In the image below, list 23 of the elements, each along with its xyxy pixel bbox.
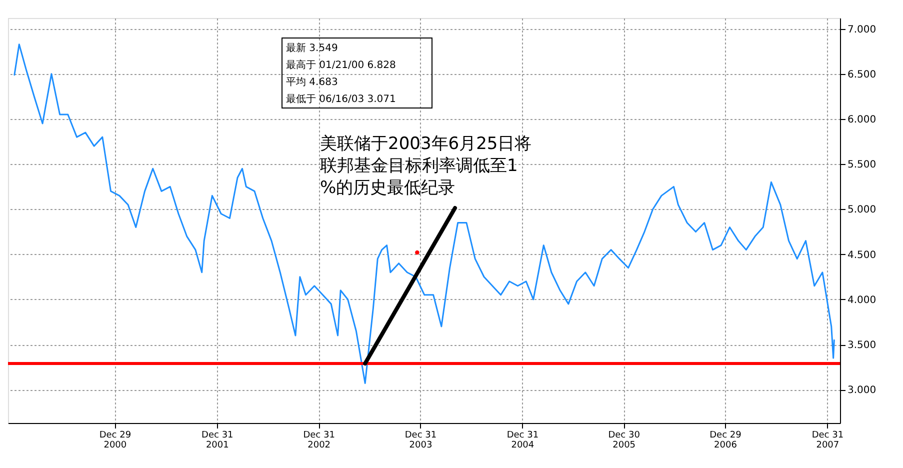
y-tick-label: 4.500	[848, 250, 876, 261]
annotation: 最低于 06/16/03 3.071	[286, 94, 396, 105]
y-tick-label: 7.000	[848, 24, 876, 36]
y-tick-label: 5.000	[848, 204, 876, 216]
x-tick-label: Dec 30 2005	[608, 430, 640, 450]
line-series	[14, 44, 835, 384]
y-tick-label: 3.500	[848, 340, 876, 352]
x-tick-label: Dec 29 2006	[710, 430, 742, 450]
x-tick-label: Dec 31 2007	[812, 430, 844, 450]
y-tick-label: 4.000	[848, 294, 876, 306]
annotation: 美联储于2003年6月25日将联邦基金目标利率调低至1%的历史最低纪录	[320, 134, 532, 198]
x-tick-label: Dec 31 2003	[404, 430, 437, 450]
y-tick-label: 6.500	[848, 69, 876, 80]
annotation: 平均 4.683	[286, 76, 338, 88]
annotation: 最高于 01/21/00 6.828	[286, 59, 396, 71]
y-tick-label: 5.500	[848, 160, 876, 171]
x-tick-label: Dec 31 2004	[506, 430, 539, 450]
x-tick-label: Dec 31 2001	[202, 430, 234, 450]
x-tick-label: Dec 29 2000	[99, 430, 132, 450]
y-tick-label: 6.000	[848, 114, 876, 126]
annotation: 最新 3.549	[286, 42, 338, 54]
x-tick-label: Dec 31 2002	[303, 430, 335, 450]
y-tick-label: 3.000	[848, 385, 876, 396]
